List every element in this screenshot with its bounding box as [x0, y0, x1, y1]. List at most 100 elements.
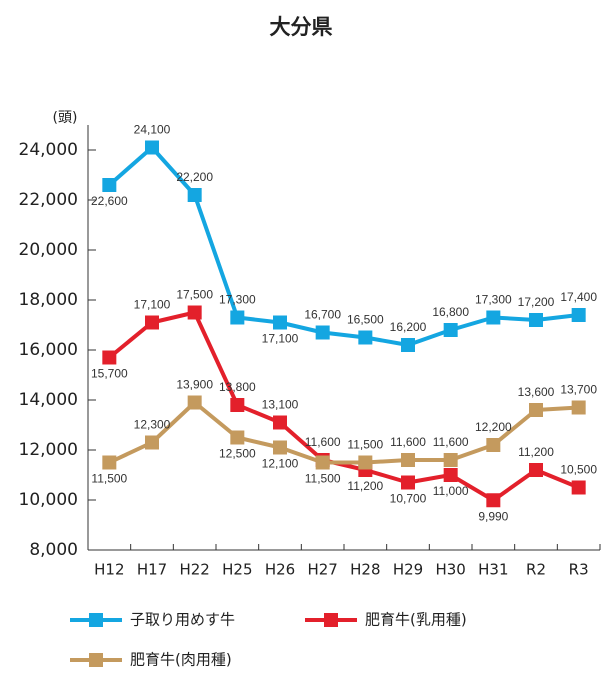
- marker: [443, 323, 458, 337]
- x-tick-label: H28: [350, 561, 380, 579]
- data-label: 11,500: [91, 472, 127, 486]
- marker: [145, 315, 159, 330]
- data-label: 13,100: [262, 398, 299, 412]
- x-tick-label: H22: [179, 561, 209, 579]
- data-label: 15,700: [91, 367, 128, 381]
- data-label: 11,500: [305, 472, 341, 486]
- marker: [401, 453, 415, 467]
- marker: [315, 455, 330, 470]
- marker: [102, 455, 117, 470]
- data-label: 16,200: [390, 320, 427, 334]
- x-tick-label: H25: [222, 561, 252, 579]
- marker: [102, 178, 117, 192]
- marker: [358, 455, 373, 470]
- marker: [443, 453, 458, 467]
- y-axis-label: (頭): [53, 110, 78, 126]
- marker: [102, 350, 117, 365]
- data-label: 11,000: [433, 484, 469, 498]
- data-label: 10,500: [560, 463, 597, 477]
- x-tick-label: R2: [526, 561, 546, 579]
- data-label: 9,990: [478, 509, 508, 523]
- marker: [529, 463, 543, 477]
- marker: [273, 315, 287, 330]
- legend-marker: [324, 613, 338, 627]
- data-label: 12,200: [475, 420, 512, 434]
- data-label: 11,600: [305, 435, 341, 449]
- marker: [145, 435, 159, 450]
- legend-label: 肥育牛(乳用種): [365, 611, 467, 629]
- y-tick-label: 22,000: [19, 190, 78, 210]
- marker: [187, 395, 202, 410]
- legend-label: 子取り用めす牛: [130, 611, 235, 629]
- series-line: [108, 400, 579, 465]
- marker: [401, 475, 415, 490]
- data-label: 13,700: [560, 383, 597, 397]
- y-tick-label: 24,000: [19, 140, 78, 160]
- data-label: 17,500: [176, 288, 213, 302]
- data-label: 16,800: [432, 305, 469, 319]
- marker: [486, 438, 501, 452]
- chart-title: 大分県: [270, 15, 333, 39]
- marker: [571, 308, 586, 322]
- marker: [273, 440, 287, 455]
- x-tick-label: R3: [569, 561, 589, 579]
- x-tick-label: H12: [94, 561, 124, 579]
- marker: [315, 325, 330, 340]
- marker: [529, 403, 543, 417]
- data-label: 16,500: [347, 313, 384, 327]
- data-label: 17,300: [475, 293, 512, 307]
- data-label: 24,100: [134, 123, 171, 137]
- marker: [230, 430, 245, 445]
- x-tick-label: H27: [307, 561, 337, 579]
- x-tick-label: H17: [137, 561, 167, 579]
- legend-marker: [89, 653, 103, 667]
- y-tick-label: 18,000: [19, 290, 78, 310]
- data-label: 22,600: [91, 194, 128, 208]
- x-tick-label: H26: [265, 561, 295, 579]
- data-label: 12,300: [134, 418, 171, 432]
- data-label: 11,600: [390, 435, 426, 449]
- y-tick-label: 10,000: [19, 490, 78, 510]
- data-label: 17,200: [518, 295, 555, 309]
- marker: [230, 310, 245, 325]
- data-label: 13,900: [176, 378, 213, 392]
- data-label: 12,100: [262, 457, 299, 471]
- y-tick-label: 8,000: [29, 540, 78, 560]
- data-label: 22,200: [176, 170, 213, 184]
- y-tick-label: 12,000: [19, 440, 78, 460]
- data-label: 13,600: [518, 385, 555, 399]
- legend-marker: [89, 613, 103, 627]
- y-tick-label: 14,000: [19, 390, 78, 410]
- data-label: 10,700: [390, 492, 427, 506]
- data-label: 16,700: [304, 308, 341, 322]
- y-tick-label: 16,000: [19, 340, 78, 360]
- x-tick-label: H29: [393, 561, 423, 579]
- marker: [571, 400, 586, 415]
- marker: [230, 398, 245, 412]
- data-label: 11,200: [347, 479, 383, 493]
- data-label: 11,600: [433, 435, 469, 449]
- marker: [571, 480, 586, 495]
- x-tick-label: H31: [478, 561, 508, 579]
- marker: [529, 313, 543, 327]
- marker: [145, 140, 159, 155]
- data-label: 17,100: [134, 298, 171, 312]
- marker: [273, 415, 287, 430]
- marker: [187, 188, 202, 202]
- data-label: 17,100: [262, 332, 299, 346]
- marker: [401, 338, 415, 352]
- data-label: 17,400: [560, 290, 597, 304]
- marker: [187, 305, 202, 320]
- data-label: 13,800: [219, 380, 256, 394]
- marker: [443, 468, 458, 482]
- legend-label: 肥育牛(肉用種): [130, 651, 232, 669]
- y-tick-label: 20,000: [19, 240, 78, 260]
- data-label: 12,500: [219, 447, 256, 461]
- marker: [486, 310, 501, 325]
- series-line: [108, 310, 580, 503]
- data-label: 11,200: [518, 445, 554, 459]
- data-label: 11,500: [347, 438, 383, 452]
- x-tick-label: H30: [435, 561, 465, 579]
- series-line: [108, 145, 579, 347]
